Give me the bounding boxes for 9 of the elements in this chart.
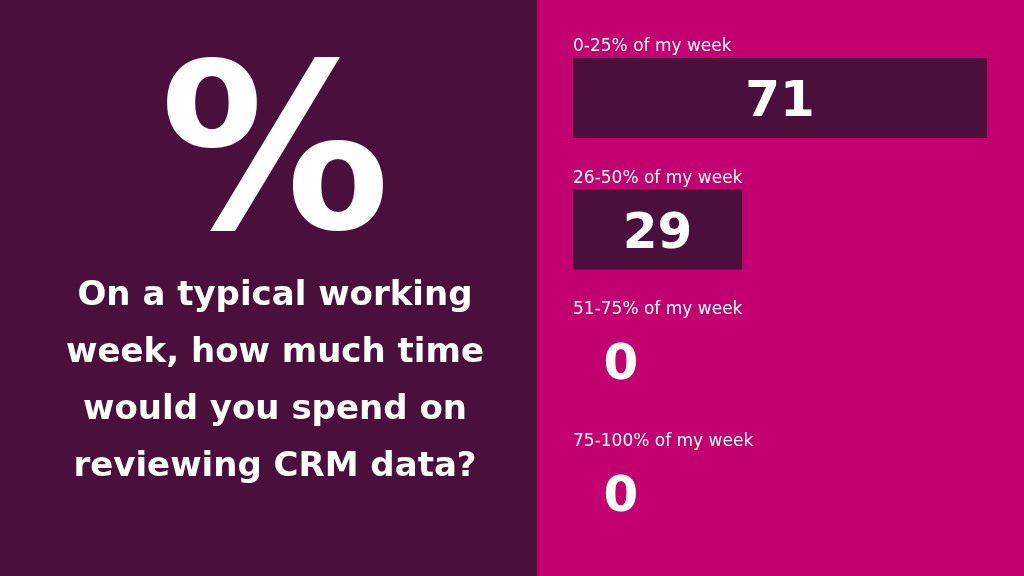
y-tick-label: 75-100% of my week (573, 429, 754, 450)
y-tick-label: 0-25% of my week (573, 35, 732, 55)
y-tick-label: 26-50% of my week (573, 166, 743, 187)
data-label: 29 (622, 201, 693, 260)
text: On a typical working week, how much time would you spend on reviewing CRM data? (66, 273, 484, 484)
data-label: 0 (603, 333, 639, 391)
data-label: 71 (745, 70, 815, 128)
y-tick-label: 51-75% of my week (573, 298, 743, 318)
data-label: 0 (603, 464, 639, 523)
